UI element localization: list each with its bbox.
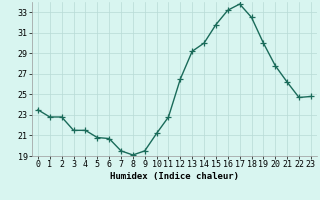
X-axis label: Humidex (Indice chaleur): Humidex (Indice chaleur) <box>110 172 239 181</box>
